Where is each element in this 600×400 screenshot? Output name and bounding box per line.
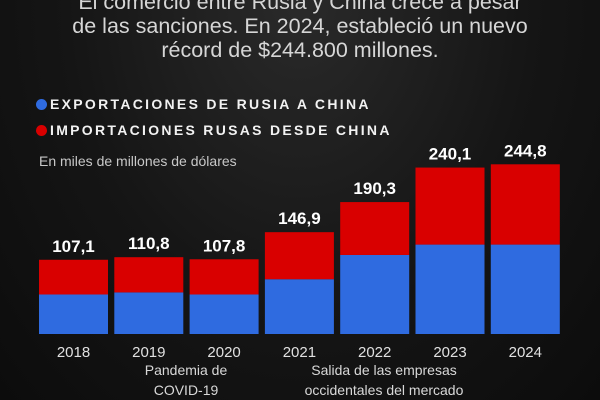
year-label: 2023 — [433, 344, 466, 361]
title-line: El comercio entre Rusia y China crece a … — [78, 0, 522, 14]
bar-exports — [264, 279, 334, 334]
bar-imports — [39, 259, 108, 295]
bar-exports — [490, 244, 560, 334]
red-dot-icon — [36, 125, 47, 136]
legend-item-imports: IMPORTACIONES RUSAS DESDE CHINA — [36, 122, 392, 138]
legend-label: IMPORTACIONES RUSAS DESDE CHINA — [50, 122, 392, 138]
year-label: 2018 — [57, 344, 90, 361]
annotation-line: COVID-19 — [153, 382, 219, 398]
annotation-line: Salida de las empresas — [311, 362, 457, 378]
bar-imports — [189, 259, 259, 295]
bar-imports — [264, 232, 334, 280]
annotation-line: occidentales del mercado — [304, 382, 464, 398]
total-label: 110,8 — [128, 234, 170, 253]
bar-exports — [114, 292, 184, 334]
bar-exports — [39, 294, 108, 334]
title-line: récord de $244.800 millones. — [161, 38, 439, 62]
bar-imports — [114, 257, 184, 293]
bar-exports — [340, 254, 410, 334]
legend-label: EXPORTACIONES DE RUSIA A CHINA — [50, 96, 371, 112]
year-label: 2020 — [207, 344, 240, 361]
unit-label: En miles de millones de dólares — [39, 153, 237, 169]
bar-imports — [340, 202, 410, 255]
total-label: 190,3 — [353, 179, 396, 198]
total-label: 107,8 — [203, 236, 246, 255]
bar-exports — [415, 244, 485, 334]
total-label: 146,9 — [278, 209, 321, 228]
year-label: 2021 — [283, 344, 316, 361]
blue-dot-icon — [36, 99, 47, 110]
annotation-covid: Pandemia de COVID-19 — [145, 360, 228, 400]
bar-exports — [189, 294, 259, 334]
total-label: 240,1 — [429, 145, 472, 164]
year-label: 2019 — [132, 344, 165, 361]
title-line: de las sanciones. En 2024, estableció un… — [72, 14, 528, 38]
total-label: 107,1 — [52, 237, 95, 256]
bar-imports — [490, 164, 560, 245]
bar-imports — [415, 167, 485, 245]
annotation-exit: Salida de las empresas occidentales del … — [305, 360, 464, 400]
chart-title: El comercio entre Rusia y China crece a … — [0, 0, 600, 62]
legend-item-exports: EXPORTACIONES DE RUSIA A CHINA — [36, 96, 371, 112]
year-label: 2022 — [358, 344, 391, 361]
year-label: 2024 — [509, 344, 542, 361]
total-label: 244,8 — [504, 141, 547, 160]
annotation-line: Pandemia de — [144, 362, 228, 378]
